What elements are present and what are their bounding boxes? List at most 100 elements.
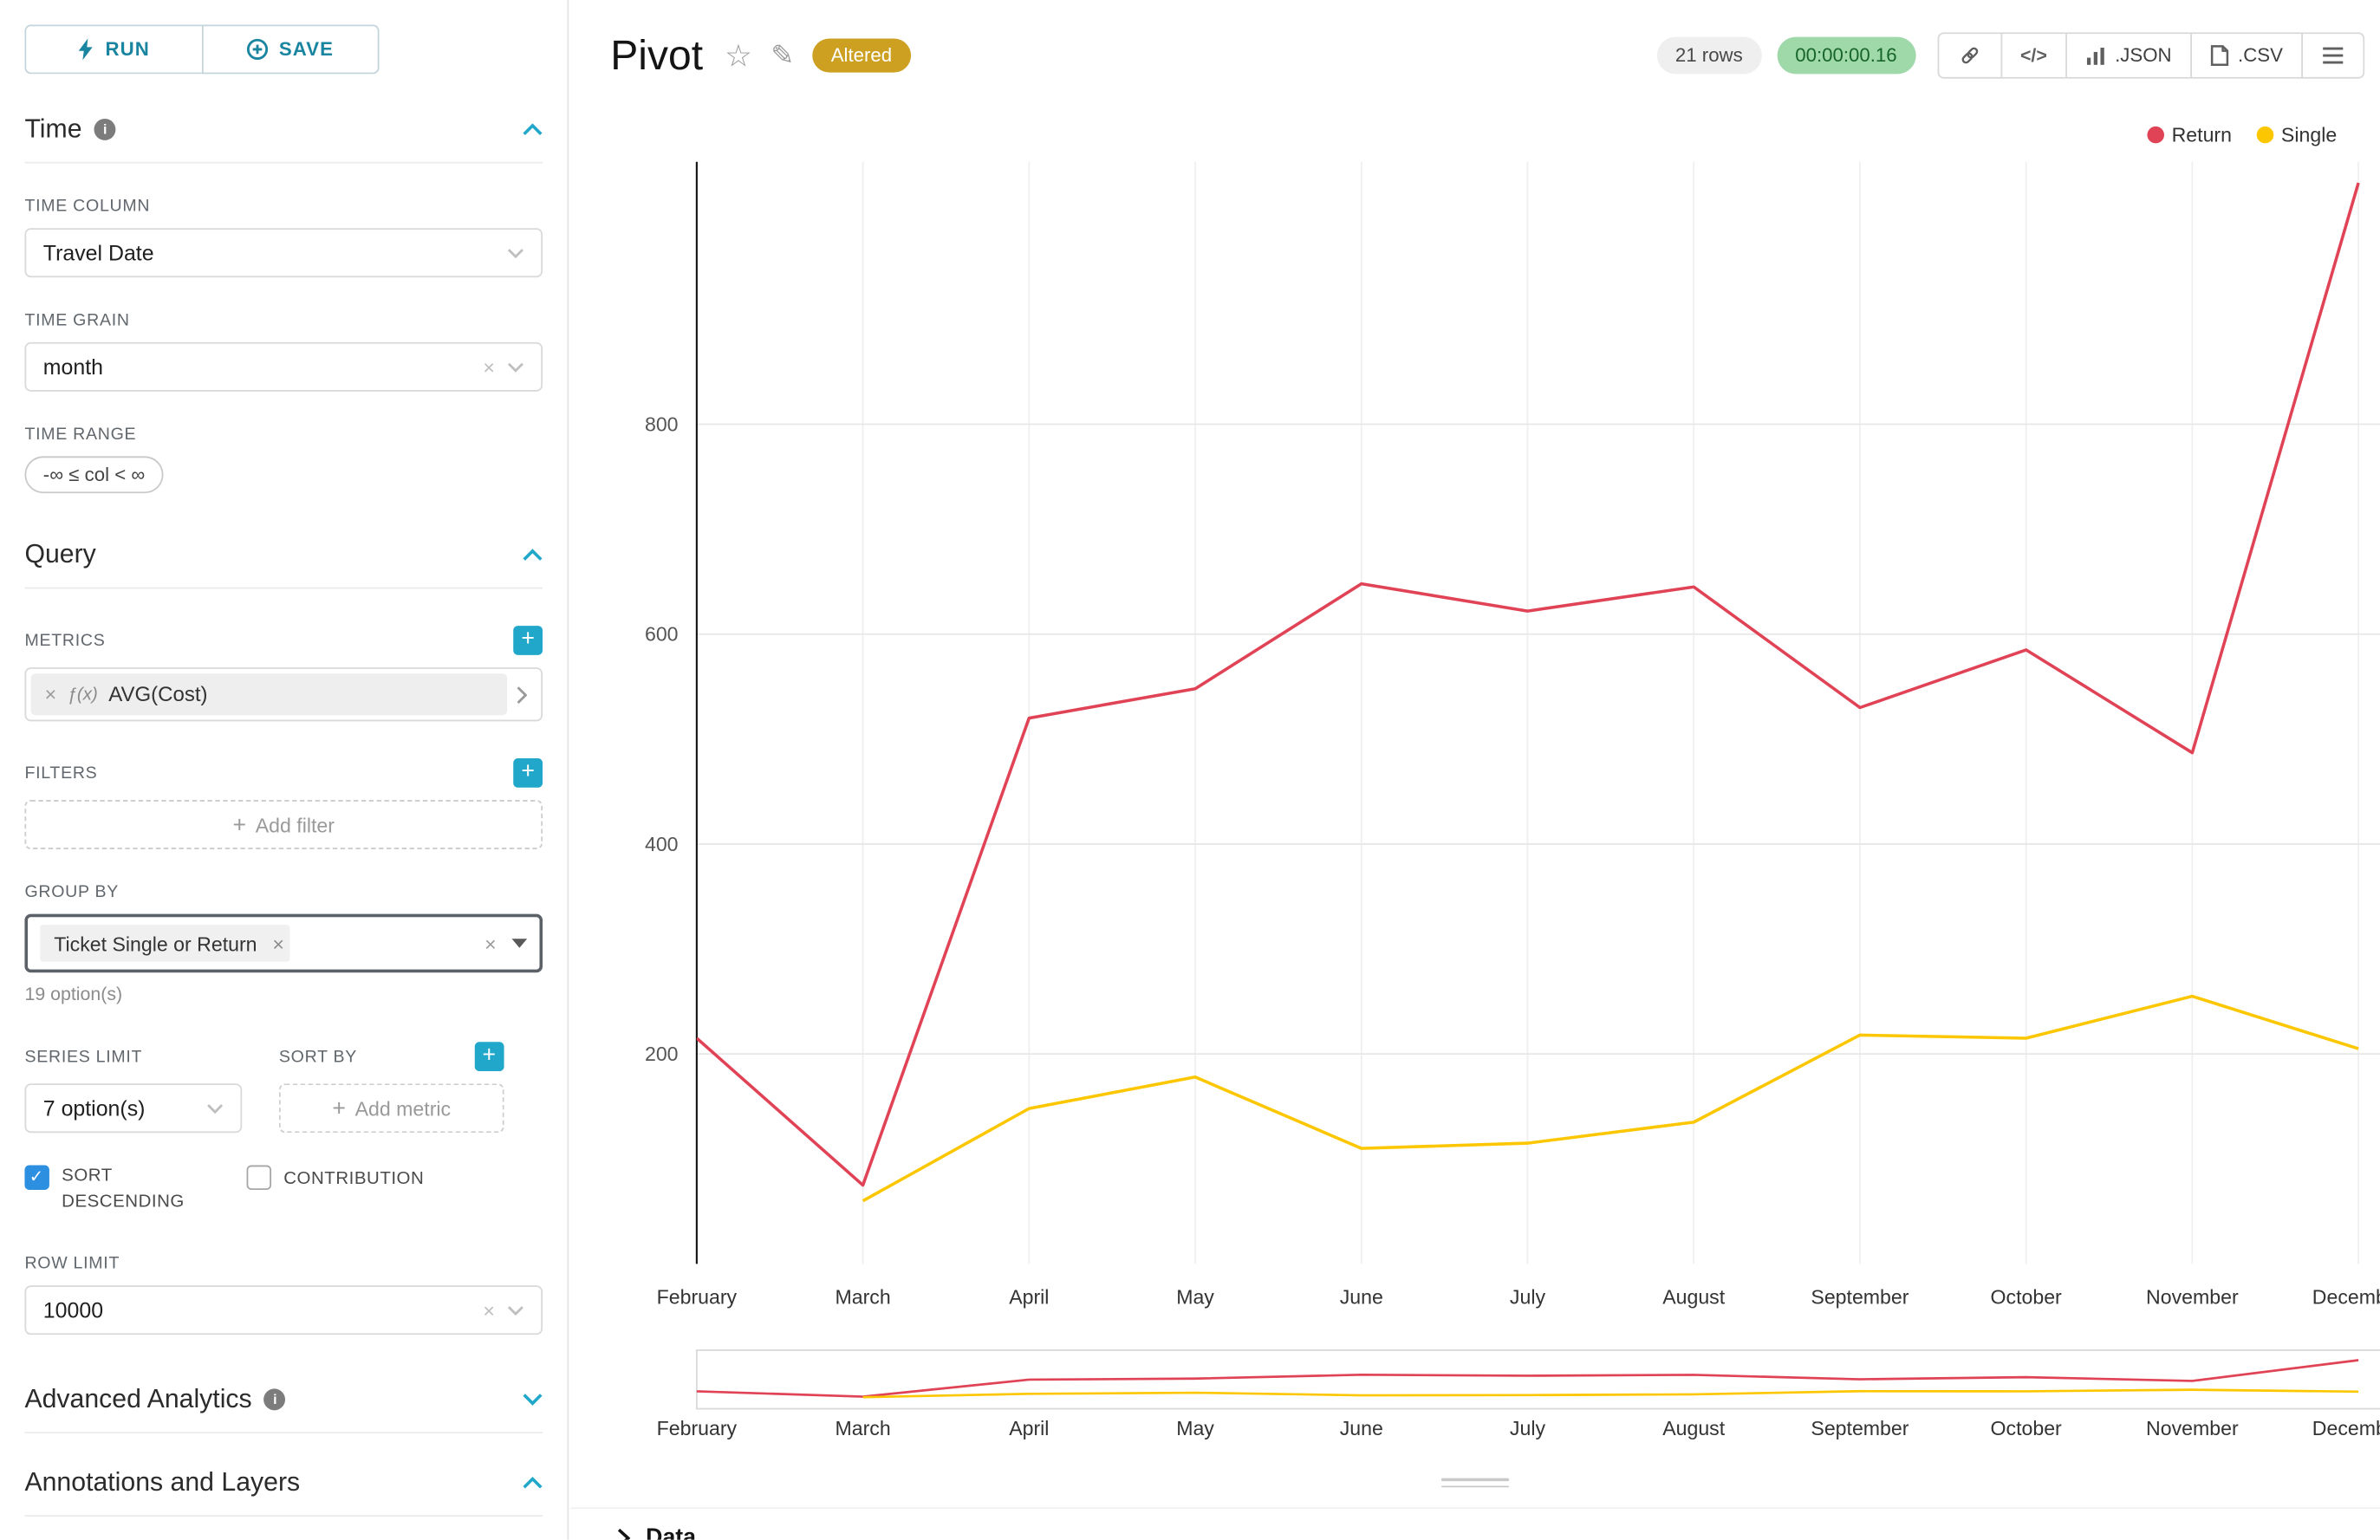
legend-item-single[interactable]: Single bbox=[2256, 123, 2337, 146]
group-by-token-label: Ticket Single or Return bbox=[54, 932, 257, 955]
run-button-label: RUN bbox=[105, 38, 150, 61]
save-button[interactable]: SAVE bbox=[201, 24, 380, 75]
sort-descending-checkbox[interactable] bbox=[24, 1165, 49, 1190]
contribution-option[interactable]: CONTRIBUTION bbox=[246, 1164, 453, 1215]
chevron-up-icon[interactable] bbox=[523, 549, 543, 561]
time-section-title: Time bbox=[24, 114, 82, 144]
plus-icon: + bbox=[332, 1095, 346, 1121]
mini-x-axis-tick-label: April bbox=[1009, 1417, 1049, 1439]
row-limit-value: 10000 bbox=[42, 1298, 104, 1323]
legend-item-return[interactable]: Return bbox=[2147, 123, 2232, 146]
group-by-options-hint: 19 option(s) bbox=[24, 983, 123, 1005]
chevron-down-icon bbox=[507, 361, 524, 372]
mini-x-axis-tick-label: March bbox=[835, 1417, 890, 1439]
clear-icon[interactable]: × bbox=[484, 932, 497, 955]
resize-handle[interactable] bbox=[1440, 1473, 1510, 1491]
remove-metric-icon[interactable]: × bbox=[44, 682, 57, 706]
edit-icon[interactable]: ✎ bbox=[771, 39, 795, 70]
query-section-header[interactable]: Query bbox=[24, 539, 543, 589]
mini-x-axis-tick-label: June bbox=[1340, 1417, 1383, 1439]
dropdown-caret-icon[interactable] bbox=[511, 939, 528, 948]
add-filter-box[interactable]: + Add filter bbox=[24, 800, 543, 849]
metrics-label: METRICS bbox=[24, 631, 106, 650]
chart-header: Pivot ☆ ✎ Altered 21 rows 00:00:00.16 </… bbox=[610, 24, 2365, 86]
chevron-up-icon[interactable] bbox=[523, 1477, 543, 1490]
line-chart[interactable]: 200 400 600 800 February March April May June Jul… bbox=[570, 0, 2380, 1457]
metric-chip[interactable]: × ƒ(x) AVG(Cost) bbox=[30, 673, 508, 716]
chevron-right-icon[interactable] bbox=[616, 1527, 631, 1540]
group-by-label: GROUP BY bbox=[24, 883, 120, 902]
time-column-label: TIME COLUMN bbox=[24, 197, 151, 216]
clear-icon[interactable]: × bbox=[483, 354, 495, 379]
row-limit-select[interactable]: 10000 × bbox=[24, 1285, 543, 1335]
range-selector-box[interactable] bbox=[695, 1349, 2380, 1410]
x-axis-tick-label: October bbox=[1991, 1286, 2063, 1309]
mini-series-line-return bbox=[696, 1359, 2359, 1398]
clear-icon[interactable]: × bbox=[483, 1298, 495, 1322]
link-icon bbox=[1957, 43, 1981, 68]
sort-descending-option[interactable]: SORT DESCENDING bbox=[24, 1164, 203, 1215]
time-section-header[interactable]: Time i bbox=[24, 114, 543, 164]
star-icon[interactable]: ☆ bbox=[724, 39, 752, 74]
mini-x-axis-tick-label: September bbox=[1811, 1417, 1909, 1439]
x-axis-tick-label: December bbox=[2312, 1286, 2380, 1309]
chevron-down-icon[interactable] bbox=[523, 1394, 543, 1407]
metric-name: AVG(Cost) bbox=[108, 682, 208, 706]
chart-title: Pivot bbox=[610, 31, 704, 78]
info-icon: i bbox=[94, 118, 116, 140]
x-axis-tick-label: June bbox=[1340, 1286, 1383, 1309]
x-axis-tick-label: February bbox=[657, 1286, 738, 1309]
add-metric-placeholder: Add metric bbox=[354, 1096, 452, 1121]
group-by-select[interactable]: Ticket Single or Return × × bbox=[24, 913, 543, 973]
add-metric-plus-icon[interactable]: + bbox=[513, 626, 543, 655]
y-axis-tick-label: 400 bbox=[645, 833, 679, 855]
chart-panel: Pivot ☆ ✎ Altered 21 rows 00:00:00.16 </… bbox=[570, 0, 2380, 1540]
mini-x-axis-tick-label: December bbox=[2312, 1417, 2380, 1439]
menu-button[interactable] bbox=[2301, 32, 2365, 79]
add-sort-metric-plus-icon[interactable]: + bbox=[474, 1042, 504, 1072]
sort-by-label: SORT BY bbox=[278, 1047, 358, 1066]
lightning-icon bbox=[77, 38, 94, 61]
embed-code-button[interactable]: </> bbox=[2000, 32, 2067, 79]
export-csv-button[interactable]: .CSV bbox=[2189, 32, 2304, 79]
chevron-up-icon[interactable] bbox=[523, 123, 543, 135]
time-range-chip[interactable]: -∞ ≤ col < ∞ bbox=[24, 456, 164, 494]
run-button[interactable]: RUN bbox=[24, 24, 202, 75]
series-limit-select[interactable]: 7 option(s) bbox=[24, 1083, 243, 1134]
data-panel-header[interactable]: Data bbox=[570, 1507, 2380, 1540]
x-axis-tick-label: May bbox=[1176, 1286, 1214, 1309]
plus-icon: + bbox=[232, 811, 247, 838]
contribution-checkbox[interactable] bbox=[246, 1165, 272, 1190]
mini-x-axis-tick-label: July bbox=[1510, 1417, 1546, 1439]
mini-x-axis-tick-label: November bbox=[2146, 1417, 2239, 1439]
control-panel: RUN SAVE Time i TIME COLUMN Travel Date bbox=[0, 0, 569, 1540]
save-icon bbox=[246, 38, 269, 61]
metric-control[interactable]: × ƒ(x) AVG(Cost) bbox=[24, 667, 543, 722]
legend-dot bbox=[2256, 126, 2274, 144]
hamburger-menu-icon bbox=[2321, 46, 2344, 64]
export-button-group: </> .JSON .CSV bbox=[1936, 32, 2365, 79]
x-axis-tick-label: March bbox=[835, 1286, 890, 1309]
chevron-down-icon bbox=[507, 247, 524, 258]
export-json-button[interactable]: .JSON bbox=[2065, 32, 2192, 79]
query-section-title: Query bbox=[24, 539, 96, 569]
file-icon bbox=[2210, 45, 2228, 67]
time-column-select[interactable]: Travel Date bbox=[24, 228, 543, 278]
y-axis-tick-label: 800 bbox=[645, 413, 679, 436]
add-filter-plus-icon[interactable]: + bbox=[513, 758, 543, 788]
time-grain-label: TIME GRAIN bbox=[24, 311, 130, 330]
code-icon: </> bbox=[2019, 44, 2047, 67]
add-sort-metric-box[interactable]: + Add metric bbox=[278, 1083, 504, 1134]
copy-link-button[interactable] bbox=[1936, 32, 2002, 79]
annotations-header[interactable]: Annotations and Layers bbox=[24, 1468, 543, 1517]
chevron-down-icon bbox=[206, 1103, 224, 1114]
group-by-token[interactable]: Ticket Single or Return × bbox=[40, 925, 290, 962]
time-grain-select[interactable]: month × bbox=[24, 341, 543, 392]
legend-label: Return bbox=[2171, 123, 2233, 146]
chevron-right-icon[interactable] bbox=[517, 686, 528, 704]
advanced-analytics-header[interactable]: Advanced Analytics i bbox=[24, 1385, 543, 1434]
series-line-single[interactable] bbox=[862, 994, 2359, 1203]
remove-token-icon[interactable]: × bbox=[272, 932, 284, 955]
series-line-return[interactable] bbox=[696, 182, 2360, 1187]
annotations-title: Annotations and Layers bbox=[24, 1467, 301, 1498]
